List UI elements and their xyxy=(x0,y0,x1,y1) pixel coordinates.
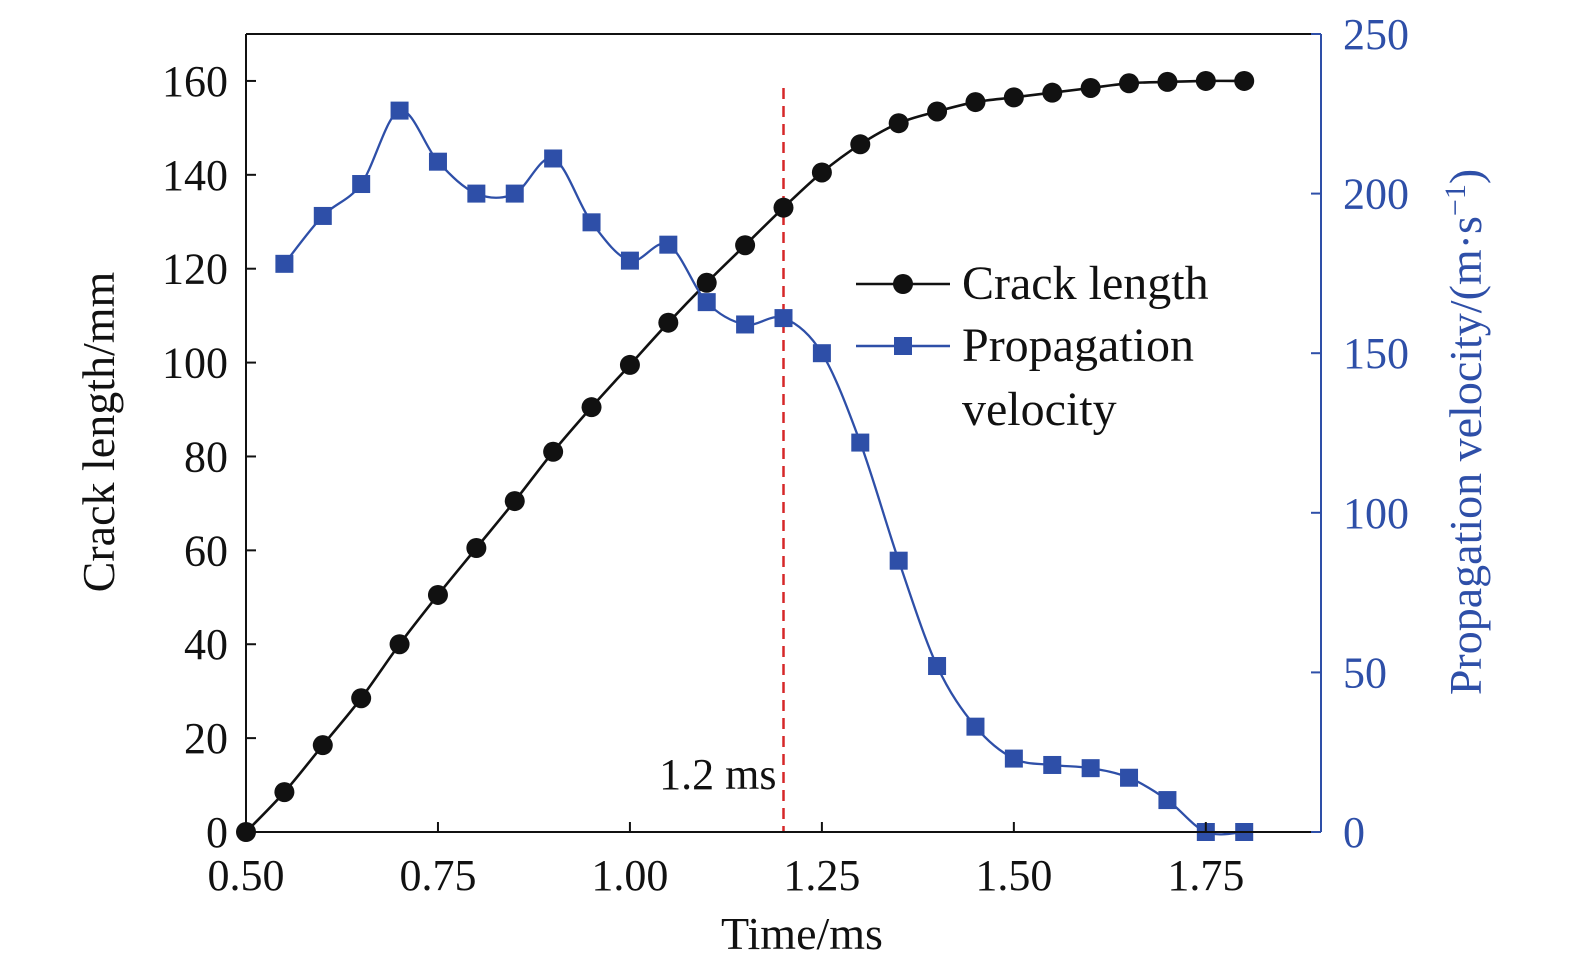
propagation-velocity-point xyxy=(1158,791,1177,810)
crack-length-point xyxy=(543,441,564,462)
crack-length-point xyxy=(696,272,717,293)
y-right-tick-label: 100 xyxy=(1343,489,1409,538)
legend-propagation-velocity-marker xyxy=(894,337,912,355)
crack-length-point xyxy=(504,491,525,512)
crack-length-point xyxy=(965,92,986,113)
propagation-velocity-point xyxy=(352,175,371,194)
legend-propagation-velocity-label: Propagation xyxy=(962,319,1194,372)
crack-length-point xyxy=(1195,70,1216,91)
y-left-tick-label: 100 xyxy=(162,339,228,388)
x-tick-label: 1.50 xyxy=(975,851,1052,900)
crack-length-point xyxy=(1080,77,1101,98)
propagation-velocity-point xyxy=(275,254,294,273)
crack-length-point xyxy=(1042,82,1063,103)
x-tick-label: 1.25 xyxy=(783,851,860,900)
propagation-velocity-point xyxy=(620,251,639,270)
x-tick-label: 1.00 xyxy=(591,851,668,900)
y-left-tick-label: 20 xyxy=(184,714,228,763)
propagation-velocity-point xyxy=(544,149,563,168)
propagation-velocity-point xyxy=(313,206,332,225)
propagation-velocity-point xyxy=(966,717,985,736)
y-right-tick-label: 250 xyxy=(1343,10,1409,59)
crack-length-point xyxy=(466,538,487,559)
propagation-velocity-point xyxy=(505,184,524,203)
propagation-velocity-point xyxy=(697,293,716,312)
crack-length-point xyxy=(619,354,640,375)
x-axis-label: Time/ms xyxy=(721,908,883,959)
series-line-propagation-velocity xyxy=(283,109,1245,836)
crack-length-point xyxy=(581,397,602,418)
crack-length-point xyxy=(927,101,948,122)
y-left-tick-label: 60 xyxy=(184,526,228,575)
annotation-label: 1.2 ms xyxy=(659,750,776,799)
crack-length-point xyxy=(1234,70,1255,91)
propagation-velocity-point xyxy=(1004,749,1023,768)
crack-length-point xyxy=(1119,73,1140,94)
x-tick-label: 1.75 xyxy=(1167,851,1244,900)
propagation-velocity-point xyxy=(1120,768,1139,787)
y-right-tick-label: 200 xyxy=(1343,170,1409,219)
y-left-axis-label: Crack length/mm xyxy=(73,271,124,592)
crack-length-point xyxy=(312,735,333,756)
crack-length-point xyxy=(1003,87,1024,108)
propagation-velocity-point xyxy=(1081,759,1100,778)
y-left-tick-label: 40 xyxy=(184,620,228,669)
y-left-tick-label: 160 xyxy=(162,57,228,106)
y-left-tick-label: 120 xyxy=(162,245,228,294)
propagation-velocity-point xyxy=(1043,755,1062,774)
crack-length-point xyxy=(888,113,909,134)
legend-crack-length-marker xyxy=(893,274,913,294)
propagation-velocity-point xyxy=(390,101,409,120)
crack-length-point xyxy=(811,162,832,183)
y-left-tick-label: 80 xyxy=(184,432,228,481)
legend-propagation-velocity-label: velocity xyxy=(962,383,1117,436)
propagation-velocity-point xyxy=(582,213,601,232)
propagation-velocity-point xyxy=(774,309,793,328)
x-tick-label: 0.50 xyxy=(208,851,285,900)
propagation-velocity-point xyxy=(659,235,678,254)
crack-length-point xyxy=(658,312,679,333)
y-left-tick-label: 140 xyxy=(162,151,228,200)
annotation-layer: 1.2 ms xyxy=(659,88,785,832)
crack-length-point xyxy=(351,688,372,709)
propagation-velocity-point xyxy=(928,657,947,676)
y-right-tick-label: 50 xyxy=(1343,648,1387,697)
series-line-crack-length xyxy=(245,79,1245,833)
y-right-tick-label: 150 xyxy=(1343,329,1409,378)
crack-length-point xyxy=(735,235,756,256)
crack-length-point xyxy=(274,782,295,803)
propagation-velocity-point xyxy=(428,152,447,171)
propagation-velocity-point xyxy=(812,344,831,363)
y-right-tick-label: 0 xyxy=(1343,808,1365,857)
crack-length-point xyxy=(1157,71,1178,92)
crack-length-point xyxy=(427,584,448,605)
crack-length-point xyxy=(389,634,410,655)
propagation-velocity-point xyxy=(467,184,486,203)
axes-layer: 0.50 0.75 1.00 1.25 1.50 1.75 0 20 40 60 80 100 120 1… xyxy=(73,10,1491,959)
crack-length-point xyxy=(773,197,794,218)
propagation-velocity-point xyxy=(851,433,870,452)
crack-length-point xyxy=(850,134,871,155)
legend: Crack length Propagation velocity xyxy=(856,257,1209,436)
y-left-tick-label: 0 xyxy=(206,808,228,857)
y-right-axis-label: Propagation velocity/(m·s−1) xyxy=(1439,169,1491,695)
propagation-velocity-point xyxy=(889,551,908,570)
x-tick-label: 0.75 xyxy=(399,851,476,900)
propagation-velocity-point xyxy=(736,315,755,334)
series-layer xyxy=(236,70,1255,842)
legend-crack-length-label: Crack length xyxy=(962,257,1209,310)
